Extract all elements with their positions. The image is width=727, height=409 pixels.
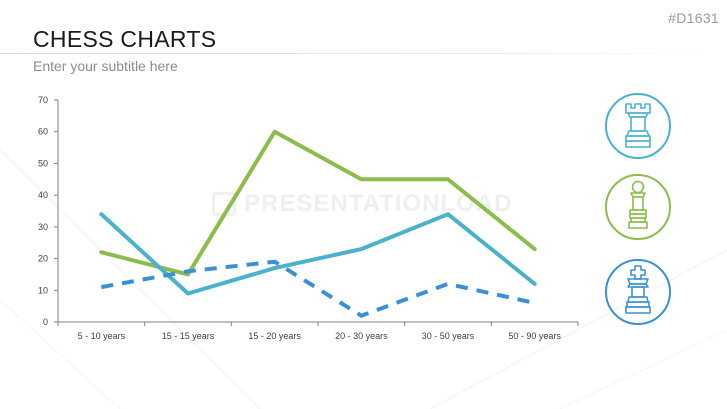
- y-tick-label: 10: [38, 285, 48, 295]
- y-tick-label: 20: [38, 254, 48, 264]
- y-tick-label: 50: [38, 158, 48, 168]
- king-icon: [605, 259, 671, 325]
- y-tick-label: 30: [38, 222, 48, 232]
- y-tick-label: 70: [38, 95, 48, 105]
- series-line-green: [99, 129, 537, 277]
- rook-icon: [605, 93, 671, 159]
- y-tick-label: 60: [38, 127, 48, 137]
- page-title: CHESS CHARTS: [33, 26, 217, 52]
- y-tick-label: 40: [38, 190, 48, 200]
- x-tick-label: 30 - 50 years: [422, 331, 475, 341]
- y-tick-label: 0: [43, 317, 48, 327]
- bishop-icon: [605, 174, 671, 240]
- series-line-blue: [99, 212, 537, 296]
- title-divider: [0, 53, 727, 54]
- x-tick-label: 50 - 90 years: [508, 331, 561, 341]
- x-tick-label: 15 - 20 years: [248, 331, 301, 341]
- slide-id: #D1631: [668, 10, 719, 26]
- x-tick-label: 20 - 30 years: [335, 331, 388, 341]
- page-subtitle: Enter your subtitle here: [33, 58, 178, 74]
- series-line-dashed_blue: [100, 259, 536, 318]
- watermark: PRESENTATIONLOAD: [212, 190, 512, 218]
- x-tick-label: 5 - 10 years: [78, 331, 126, 341]
- x-tick-label: 15 - 15 years: [162, 331, 215, 341]
